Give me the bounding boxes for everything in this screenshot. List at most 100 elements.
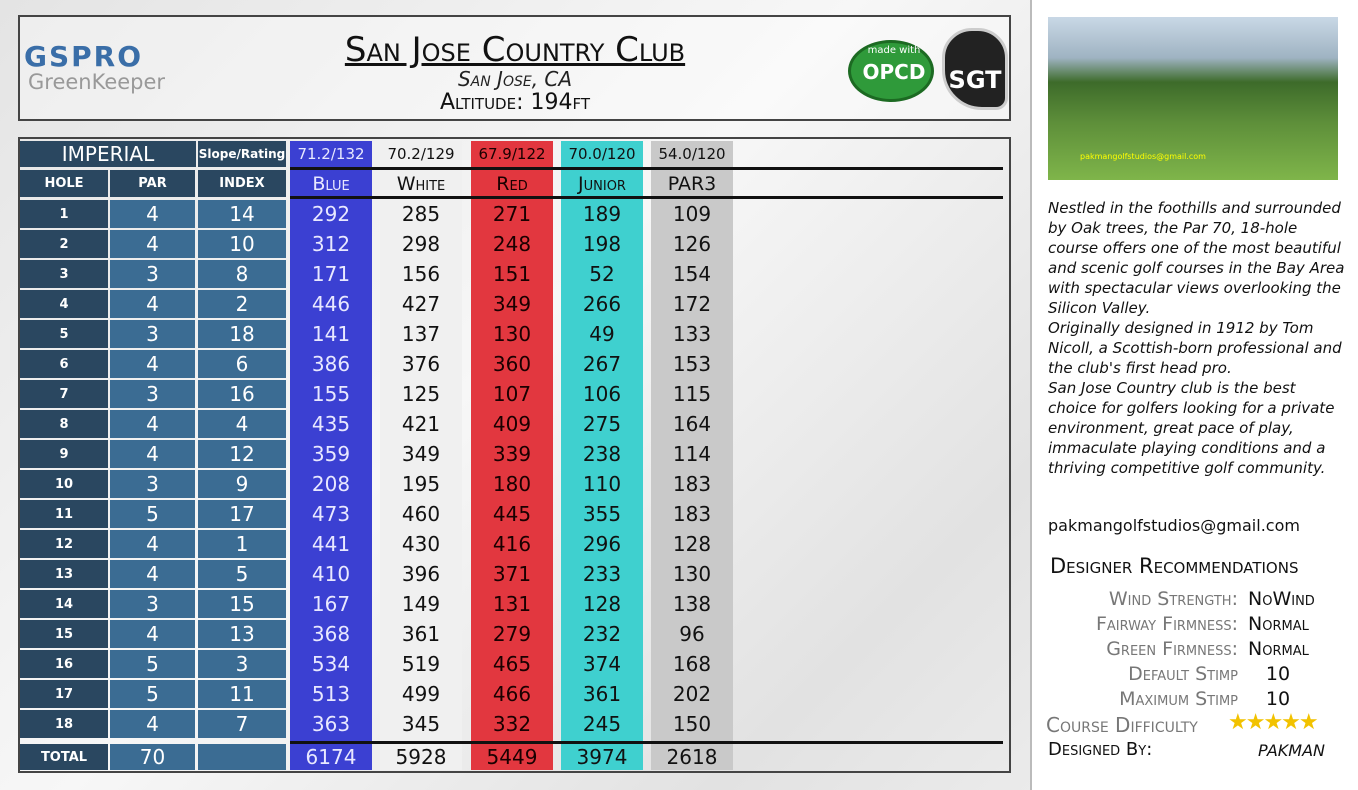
yardage: 361 [401,622,441,646]
yardage: 154 [672,262,712,286]
par: 4 [110,620,195,648]
tee-column [471,141,553,770]
yardage: 386 [311,352,351,376]
description-paragraph: Originally designed in 1912 by Tom Nicol… [1048,319,1342,377]
yardage: 130 [672,562,712,586]
yardage: 349 [492,292,532,316]
total-blank [198,744,286,770]
par: 4 [110,530,195,558]
hole: 1 [20,200,108,228]
hole: 16 [20,650,108,678]
par: 4 [110,560,195,588]
header-box [18,15,1011,121]
yardage: 298 [401,232,441,256]
yardage: 106 [582,382,622,406]
photo-caption: pakmangolfstudios@gmail.com [1080,152,1206,161]
tee-column [651,141,733,770]
yardage: 445 [492,502,532,526]
sgt-logo [942,28,1008,110]
hole: 9 [20,440,108,468]
yardage: 164 [672,412,712,436]
yardage: 151 [492,262,532,286]
par: 3 [110,320,195,348]
hole: 10 [20,470,108,498]
yardage: 345 [401,712,441,736]
par: 4 [110,230,195,258]
yardage: 109 [672,202,712,226]
setting-label: Green Firmness: [1106,638,1238,660]
brand-sub: GreenKeeper [28,70,166,94]
yardage: 466 [492,682,532,706]
yardage: 138 [672,592,712,616]
yardage: 371 [492,562,532,586]
setting-value: Normal [1248,638,1309,660]
par: 4 [110,200,195,228]
index: 14 [198,200,286,228]
hole: 17 [20,680,108,708]
hole: 12 [20,530,108,558]
par: 4 [110,410,195,438]
email: pakmangolfstudios@gmail.com [1048,516,1300,535]
yardage: 275 [582,412,622,436]
yardage: 183 [672,472,712,496]
yardage: 52 [589,262,615,286]
yardage: 361 [582,682,622,706]
index: 10 [198,230,286,258]
setting-value: 10 [1265,688,1291,710]
rule [290,167,1003,170]
par: 5 [110,680,195,708]
opcd-logo [848,40,934,102]
yardage: 149 [401,592,441,616]
par: 5 [110,650,195,678]
total-yardage: 6174 [305,745,357,769]
tee-column [290,141,372,770]
setting-value: Normal [1248,613,1309,635]
tee-name: Junior [578,172,626,195]
total-label: TOTAL [20,744,108,770]
column-header: INDEX [198,170,286,197]
yardage: 233 [582,562,622,586]
yardage: 410 [311,562,351,586]
yardage: 153 [672,352,712,376]
yardage: 339 [492,442,532,466]
yardage: 430 [401,532,441,556]
index: 9 [198,470,286,498]
yardage: 115 [672,382,712,406]
yardage: 519 [401,652,441,676]
total-yardage: 5928 [395,745,447,769]
yardage: 285 [401,202,441,226]
par: 4 [110,710,195,738]
hole: 5 [20,320,108,348]
yardage: 133 [672,322,712,346]
designed-by: PAKMAN [1258,741,1326,760]
rec-title: Designer Recommendations [1050,554,1299,578]
yardage: 141 [311,322,351,346]
index: 6 [198,350,286,378]
yardage: 396 [401,562,441,586]
index: 8 [198,260,286,288]
par: 4 [110,440,195,468]
setting-label: Wind Strength: [1108,588,1238,610]
yardage: 107 [492,382,532,406]
tee-column [380,141,462,770]
tee-name: Blue [312,172,350,195]
yardage: 198 [582,232,622,256]
yardage: 155 [311,382,351,406]
description: Nestled in the foothills and surrounded … [1048,198,1348,478]
title: San Jose Country Club [344,30,686,70]
yardage: 168 [672,652,712,676]
yardage: 416 [492,532,532,556]
yardage: 126 [672,232,712,256]
yardage: 409 [492,412,532,436]
tee-name: White [396,172,446,195]
tee-name: Red [496,172,528,195]
yardage: 513 [311,682,351,706]
yardage: 195 [401,472,441,496]
total-yardage: 3974 [576,745,628,769]
hole: 2 [20,230,108,258]
yardage: 465 [492,652,532,676]
hole: 6 [20,350,108,378]
index: 12 [198,440,286,468]
index: 7 [198,710,286,738]
hole: 7 [20,380,108,408]
